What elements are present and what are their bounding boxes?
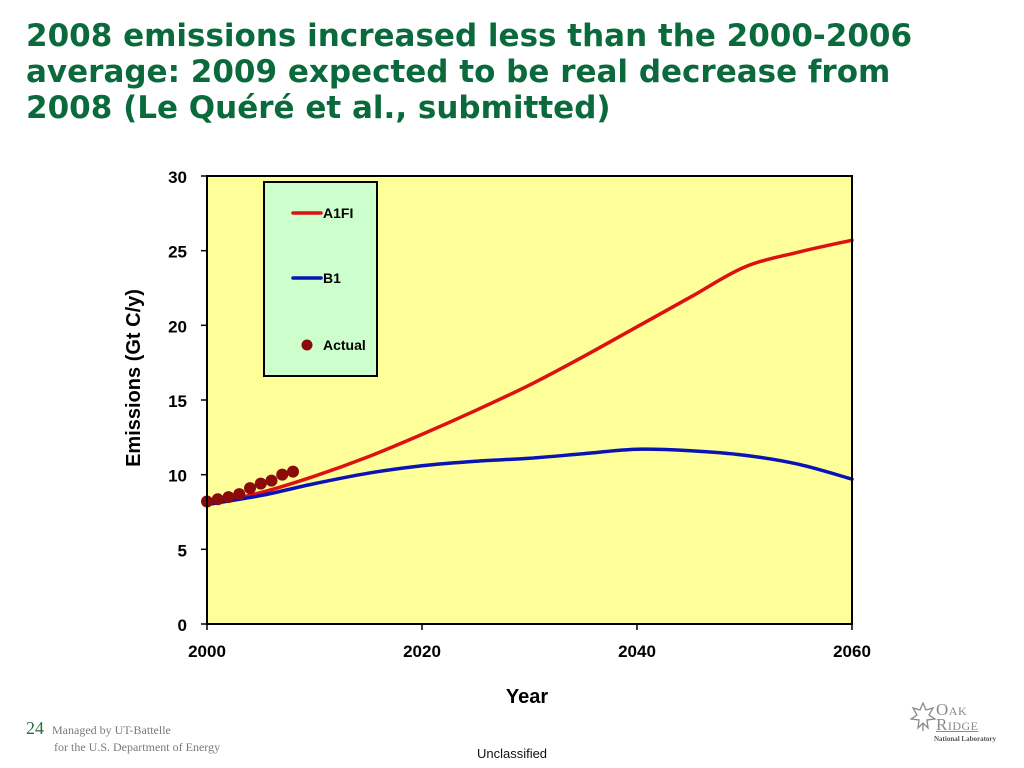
y-tick-label: 15 <box>168 392 187 411</box>
data-point-actual <box>222 491 235 504</box>
data-point-actual <box>265 474 278 487</box>
legend-swatch-actual <box>301 339 313 351</box>
slide-title-line: 2008 (Le Quéré et al., submitted) <box>26 90 611 126</box>
logo-line-oak: Oak <box>936 700 968 719</box>
x-tick-label: 2000 <box>188 642 226 661</box>
managed-by: Managed by UT-Battelle for the U.S. Depa… <box>52 722 220 756</box>
plot-frame <box>206 175 853 625</box>
x-axis-label: Year <box>506 686 548 708</box>
data-point-actual <box>287 465 299 478</box>
legend-label-actual: Actual <box>323 337 366 353</box>
legend-label-a1fi: A1FI <box>323 205 353 221</box>
series-line-b1 <box>205 447 854 507</box>
x-tick-label: 2040 <box>618 642 656 661</box>
ornl-logo: Oak Ridge National Laboratory <box>910 700 1010 748</box>
y-tick-label: 25 <box>168 243 187 262</box>
data-point-actual <box>276 468 289 481</box>
data-point-actual <box>254 477 267 490</box>
y-tick-label: 30 <box>168 168 187 187</box>
data-point-actual <box>211 493 224 506</box>
y-axis-label: Emissions (Gt C/y) <box>123 289 145 467</box>
managed-by-line: Managed by UT-Battelle <box>52 723 171 737</box>
logo-line-lab: National Laboratory <box>934 735 997 743</box>
legend: A1FI B1 Actual <box>263 181 378 377</box>
leaf-icon <box>910 702 936 731</box>
classification-label: Unclassified <box>476 746 548 761</box>
y-tick-label: 10 <box>168 467 187 486</box>
legend-label-b1: B1 <box>323 270 341 286</box>
y-tick-label: 5 <box>178 541 187 560</box>
page-number: 24 <box>26 718 44 738</box>
data-point-actual <box>244 482 256 495</box>
x-tick-label: 2060 <box>833 642 871 661</box>
logo-line-ridge: Ridge <box>936 715 979 734</box>
y-tick-label: 20 <box>168 317 187 336</box>
data-point-actual <box>233 488 246 501</box>
managed-by-line: for the U.S. Department of Energy <box>54 740 221 754</box>
axis-ticks: 0 5 10 15 20 25 30 2000 2020 2040 2060 <box>168 168 871 661</box>
slide-title-line: average: 2009 expected to be real decrea… <box>26 54 891 90</box>
slide-title-line: 2008 emissions increased less than the 2… <box>26 18 913 54</box>
slide-title: 2008 emissions increased less than the 2… <box>26 18 1006 126</box>
x-tick-label: 2020 <box>403 642 441 661</box>
y-tick-label: 0 <box>178 616 187 635</box>
series-line-a1fi <box>205 238 854 507</box>
